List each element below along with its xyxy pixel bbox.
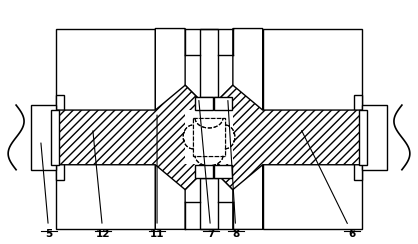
Bar bbox=[263, 29, 362, 229]
Bar bbox=[200, 29, 218, 97]
Text: 7: 7 bbox=[199, 101, 215, 239]
Bar bbox=[214, 97, 232, 110]
Text: 11: 11 bbox=[150, 115, 164, 239]
Bar bbox=[51, 110, 59, 165]
Text: 12: 12 bbox=[93, 131, 110, 239]
Polygon shape bbox=[155, 29, 200, 229]
Text: 6: 6 bbox=[302, 131, 356, 239]
Bar bbox=[193, 118, 225, 156]
Bar bbox=[56, 29, 155, 229]
Bar bbox=[362, 105, 387, 170]
Bar bbox=[200, 178, 218, 229]
Bar bbox=[359, 110, 367, 165]
Polygon shape bbox=[218, 85, 362, 190]
Bar bbox=[185, 110, 233, 164]
Bar bbox=[214, 165, 232, 178]
Bar bbox=[31, 105, 56, 170]
Bar bbox=[56, 95, 64, 180]
Bar bbox=[195, 165, 213, 178]
Text: 5: 5 bbox=[41, 143, 53, 239]
Polygon shape bbox=[56, 85, 200, 190]
Bar bbox=[193, 118, 225, 156]
Bar bbox=[193, 118, 225, 156]
Polygon shape bbox=[218, 29, 263, 229]
Bar bbox=[354, 95, 362, 180]
Text: 8: 8 bbox=[228, 101, 240, 239]
Bar bbox=[195, 97, 213, 110]
